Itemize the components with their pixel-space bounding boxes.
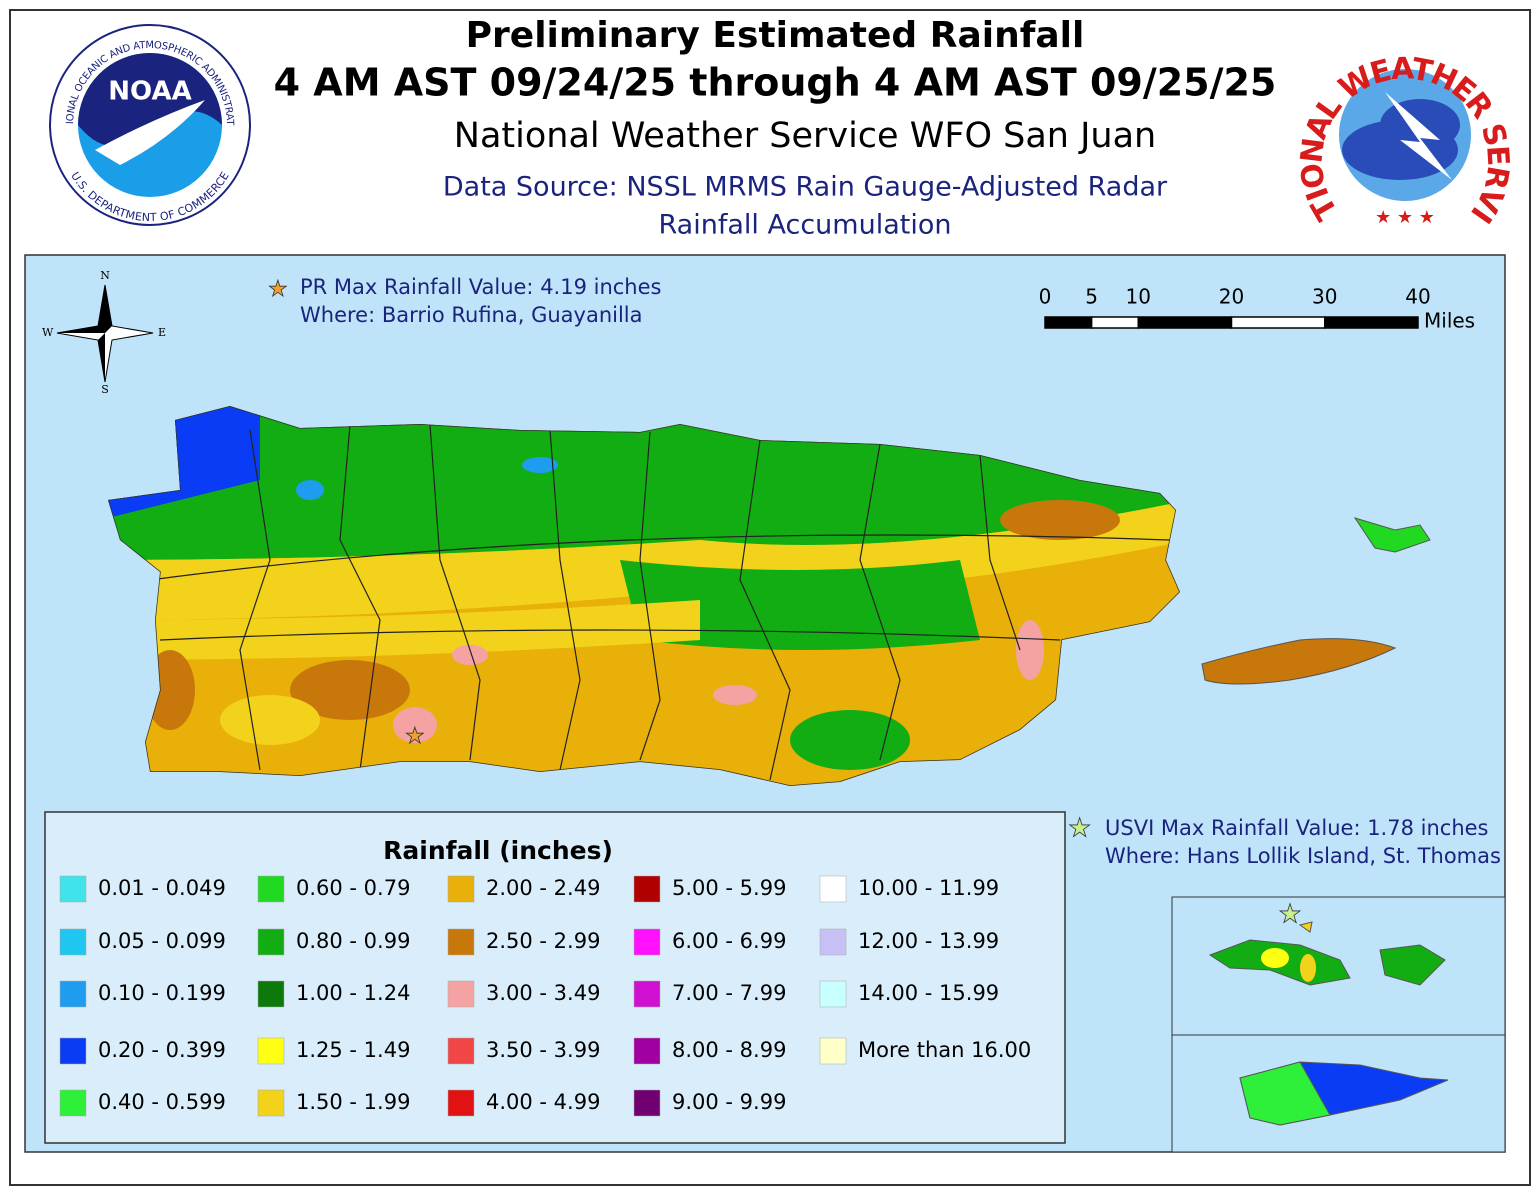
- legend-label: 1.50 - 1.99: [296, 1090, 410, 1114]
- legend-label: 4.00 - 4.99: [486, 1090, 600, 1114]
- legend-label: 0.01 - 0.049: [98, 876, 226, 900]
- usvi-max-value: USVI Max Rainfall Value: 1.78 inches: [1105, 816, 1489, 840]
- scale-segment: [1044, 316, 1093, 329]
- scale-segment: [1090, 316, 1139, 329]
- usvi-max-star: ★: [1068, 814, 1091, 844]
- legend-label: More than 16.00: [858, 1038, 1031, 1062]
- legend-swatch: [59, 1037, 87, 1065]
- legend-swatch: [633, 928, 661, 956]
- legend-swatch: [257, 1037, 285, 1065]
- legend-label: 9.00 - 9.99: [672, 1090, 786, 1114]
- nws-stars: ★ ★ ★: [1375, 207, 1435, 228]
- legend-swatch: [447, 928, 475, 956]
- pr-max-where: Where: Barrio Rufina, Guayanilla: [300, 303, 643, 327]
- legend-label: 3.00 - 3.49: [486, 981, 600, 1005]
- legend-swatch: [59, 875, 87, 903]
- legend-swatch: [633, 1089, 661, 1117]
- legend-label: 7.00 - 7.99: [672, 981, 786, 1005]
- scale-label: 30: [1312, 285, 1337, 309]
- legend-label: 1.25 - 1.49: [296, 1038, 410, 1062]
- data-source: Data Source: NSSL MRMS Rain Gauge-Adjust…: [443, 172, 1168, 203]
- compass-label: W: [42, 326, 54, 339]
- legend-label: 3.50 - 3.99: [486, 1038, 600, 1062]
- legend-swatch: [633, 980, 661, 1008]
- usvi-insets: ★: [1171, 896, 1506, 1153]
- legend-swatch: [819, 1037, 847, 1065]
- legend-box: [44, 811, 1066, 1144]
- scale-unit: Miles: [1424, 309, 1475, 333]
- usvi-max-where: Where: Hans Lollik Island, St. Thomas: [1105, 844, 1501, 868]
- scale-label: 5: [1085, 285, 1098, 309]
- legend-label: 2.00 - 2.49: [486, 876, 600, 900]
- legend-items: 0.01 - 0.049 0.05 - 0.099 0.10 - 0.199 0.20…: [59, 875, 1031, 1117]
- noaa-abbr: NOAA: [108, 77, 191, 107]
- legend-label: 12.00 - 13.99: [858, 929, 999, 953]
- compass-label: E: [158, 326, 166, 339]
- compass-rose: N S E W: [42, 269, 166, 396]
- legend-label: 5.00 - 5.99: [672, 876, 786, 900]
- legend-swatch: [447, 875, 475, 903]
- vieques: [1201, 638, 1397, 685]
- title: Preliminary Estimated Rainfall: [466, 15, 1085, 56]
- scale-label: 10: [1126, 285, 1151, 309]
- legend-label: 10.00 - 11.99: [858, 876, 999, 900]
- legend-label: 0.05 - 0.099: [98, 929, 226, 953]
- svg-text:★: ★: [1278, 900, 1301, 930]
- legend-title: Rainfall (inches): [383, 836, 613, 865]
- legend-swatch: [257, 928, 285, 956]
- legend-label: 0.20 - 0.399: [98, 1038, 226, 1062]
- scale-segment: [1230, 316, 1326, 329]
- legend-label: 1.00 - 1.24: [296, 981, 410, 1005]
- legend-label: 6.00 - 6.99: [672, 929, 786, 953]
- pr-max-star: ★: [268, 277, 288, 302]
- legend-swatch: [447, 1089, 475, 1117]
- legend-swatch: [633, 875, 661, 903]
- culebra: [1353, 517, 1431, 553]
- pr-max-value: PR Max Rainfall Value: 4.19 inches: [300, 275, 661, 299]
- legend-swatch: [59, 928, 87, 956]
- legend-swatch: [819, 980, 847, 1008]
- scale-segment: [1137, 316, 1233, 329]
- data-source: Rainfall Accumulation: [659, 210, 952, 241]
- legend-swatch: [257, 1089, 285, 1117]
- legend-label: 0.40 - 0.599: [98, 1090, 226, 1114]
- office: National Weather Service WFO San Juan: [454, 116, 1156, 156]
- legend-label: 0.60 - 0.79: [296, 876, 410, 900]
- scale-label: 40: [1405, 285, 1430, 309]
- pr-max-location: ★: [405, 724, 425, 749]
- scale-label: 20: [1219, 285, 1244, 309]
- legend-swatch: [447, 980, 475, 1008]
- legend-label: 8.00 - 8.99: [672, 1038, 786, 1062]
- legend-swatch: [257, 875, 285, 903]
- legend-label: 0.80 - 0.99: [296, 929, 410, 953]
- legend-swatch: [819, 875, 847, 903]
- legend-swatch: [59, 980, 87, 1008]
- legend-swatch: [819, 928, 847, 956]
- legend-swatch: [447, 1037, 475, 1065]
- legend-swatch: [633, 1037, 661, 1065]
- compass-label: N: [100, 269, 110, 282]
- compass-label: S: [101, 383, 109, 396]
- legend-swatch: [257, 980, 285, 1008]
- period: 4 AM AST 09/24/25 through 4 AM AST 09/25…: [274, 61, 1277, 105]
- scale-segment: [1324, 316, 1419, 329]
- legend-label: 14.00 - 15.99: [858, 981, 999, 1005]
- scale-label: 0: [1039, 285, 1052, 309]
- legend-label: 2.50 - 2.99: [486, 929, 600, 953]
- legend-label: 0.10 - 0.199: [98, 981, 226, 1005]
- legend-swatch: [59, 1089, 87, 1117]
